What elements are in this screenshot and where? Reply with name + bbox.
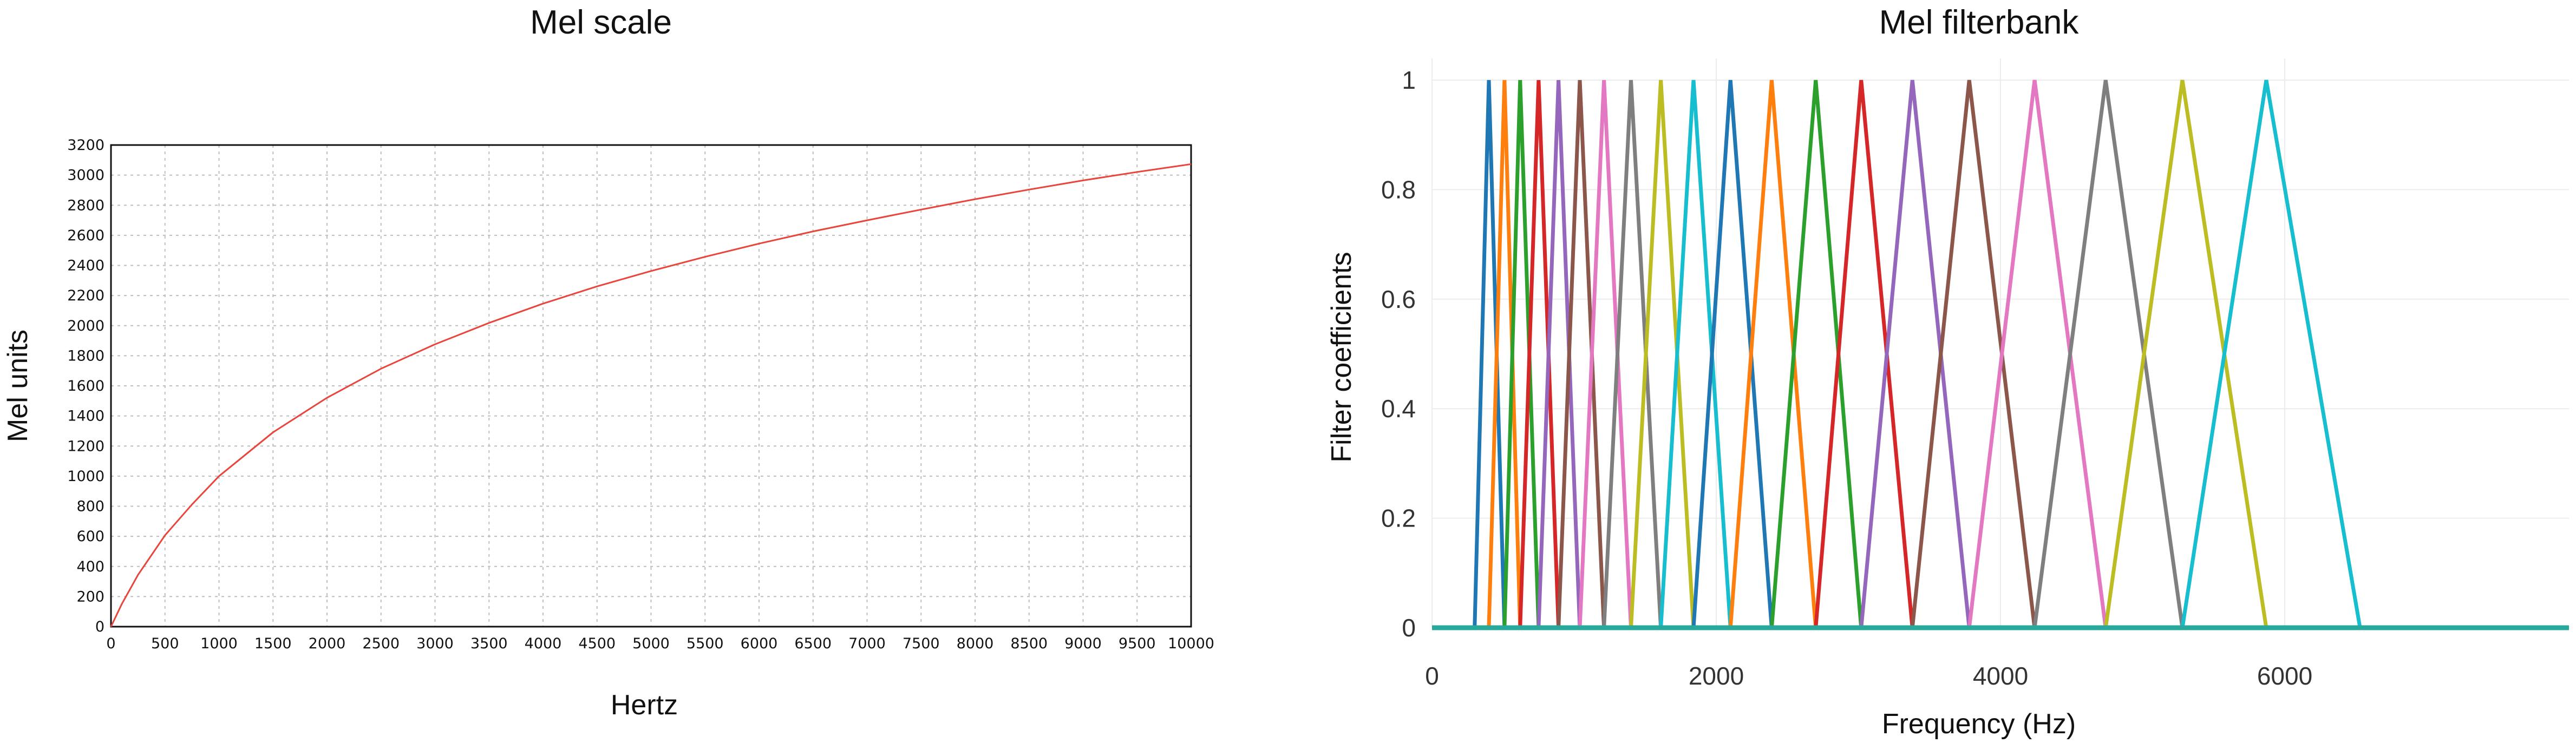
- x-tick-label: 0: [1425, 662, 1439, 690]
- y-tick-label: 1600: [67, 378, 104, 394]
- y-tick-label: 1800: [67, 347, 104, 364]
- filter-series: [1432, 80, 2569, 630]
- y-tick-label: 0.8: [1381, 175, 1416, 203]
- x-tick-label: 500: [151, 635, 179, 652]
- y-tick-label: 2600: [67, 227, 104, 244]
- y-tick-label: 2800: [67, 197, 104, 214]
- y-tick-label: 3000: [67, 167, 104, 184]
- x-tick-label: 10000: [1168, 635, 1214, 652]
- x-tick-label: 4000: [1973, 662, 2028, 690]
- x-axis-ticks: 0 500 1000 1500 2000 2500 3000 3500 4000 4500 5000…: [106, 635, 1214, 652]
- x-tick-label: 7500: [903, 635, 940, 652]
- x-tick-label: 2000: [1689, 662, 1744, 690]
- y-tick-label: 0: [95, 619, 104, 635]
- plot-area-border: [110, 144, 1192, 628]
- y-tick-label: 1: [1402, 66, 1416, 94]
- y-tick-label: 600: [76, 528, 104, 545]
- x-tick-label: 8500: [1010, 635, 1048, 652]
- y-tick-label: 400: [76, 558, 104, 575]
- x-tick-label: 6000: [2257, 662, 2312, 690]
- x-tick-label: 4000: [525, 635, 562, 652]
- mel-scale-chart: Mel scale 0 500 1000 1500 2000 2500 3000 3500 40…: [2, 4, 1214, 721]
- x-tick-label: 4500: [578, 635, 616, 652]
- y-axis-ticks: 0 0.2 0.4 0.6 0.8 1: [1381, 66, 1416, 642]
- x-tick-label: 0: [106, 635, 115, 652]
- x-tick-label: 8000: [957, 635, 994, 652]
- x-tick-label: 6500: [794, 635, 832, 652]
- mel-filterbank-chart: Mel filterbank 0 2000 4000 6000 00.20.40.60…: [1326, 4, 2569, 740]
- y-tick-label: 1400: [67, 408, 104, 425]
- chart-title: Mel scale: [530, 4, 672, 41]
- x-axis-label: Frequency (Hz): [1882, 708, 2076, 740]
- mel-curve: [110, 163, 1192, 627]
- y-axis-label: Mel units: [2, 330, 34, 442]
- x-tick-label: 1000: [200, 635, 238, 652]
- x-tick-label: 1500: [254, 635, 292, 652]
- grid: [110, 144, 1192, 627]
- y-tick-label: 2400: [67, 258, 104, 274]
- y-tick-label: 1000: [67, 468, 104, 485]
- x-tick-label: 6000: [741, 635, 778, 652]
- x-tick-label: 5000: [632, 635, 670, 652]
- y-axis-label: Filter coefficients: [1326, 252, 1357, 462]
- y-tick-label: 0.2: [1381, 504, 1416, 532]
- x-tick-label: 2500: [362, 635, 400, 652]
- y-tick-label: 0.6: [1381, 285, 1416, 313]
- x-tick-label: 9500: [1119, 635, 1156, 652]
- y-axis-ticks: 0 200 400 600 800 1000 1200 1400 1600 1800 2000 220…: [67, 137, 104, 635]
- y-tick-label: 3200: [67, 137, 104, 154]
- y-tick-label: 2000: [67, 318, 104, 334]
- x-tick-label: 7000: [848, 635, 886, 652]
- x-tick-label: 3500: [470, 635, 508, 652]
- x-axis-label: Hertz: [611, 689, 678, 721]
- y-tick-label: 200: [76, 588, 104, 605]
- y-tick-label: 0: [1402, 614, 1416, 642]
- x-tick-label: 5500: [687, 635, 724, 652]
- x-axis-ticks: 0 2000 4000 6000: [1425, 662, 2312, 690]
- x-tick-label: 2000: [309, 635, 346, 652]
- y-tick-label: 800: [76, 498, 104, 515]
- x-tick-label: 3000: [416, 635, 454, 652]
- grid: [1431, 58, 2569, 628]
- x-tick-label: 9000: [1064, 635, 1102, 652]
- y-tick-label: 0.4: [1381, 394, 1416, 423]
- chart-title: Mel filterbank: [1879, 4, 2080, 41]
- y-tick-label: 1200: [67, 438, 104, 455]
- y-tick-label: 2200: [67, 287, 104, 304]
